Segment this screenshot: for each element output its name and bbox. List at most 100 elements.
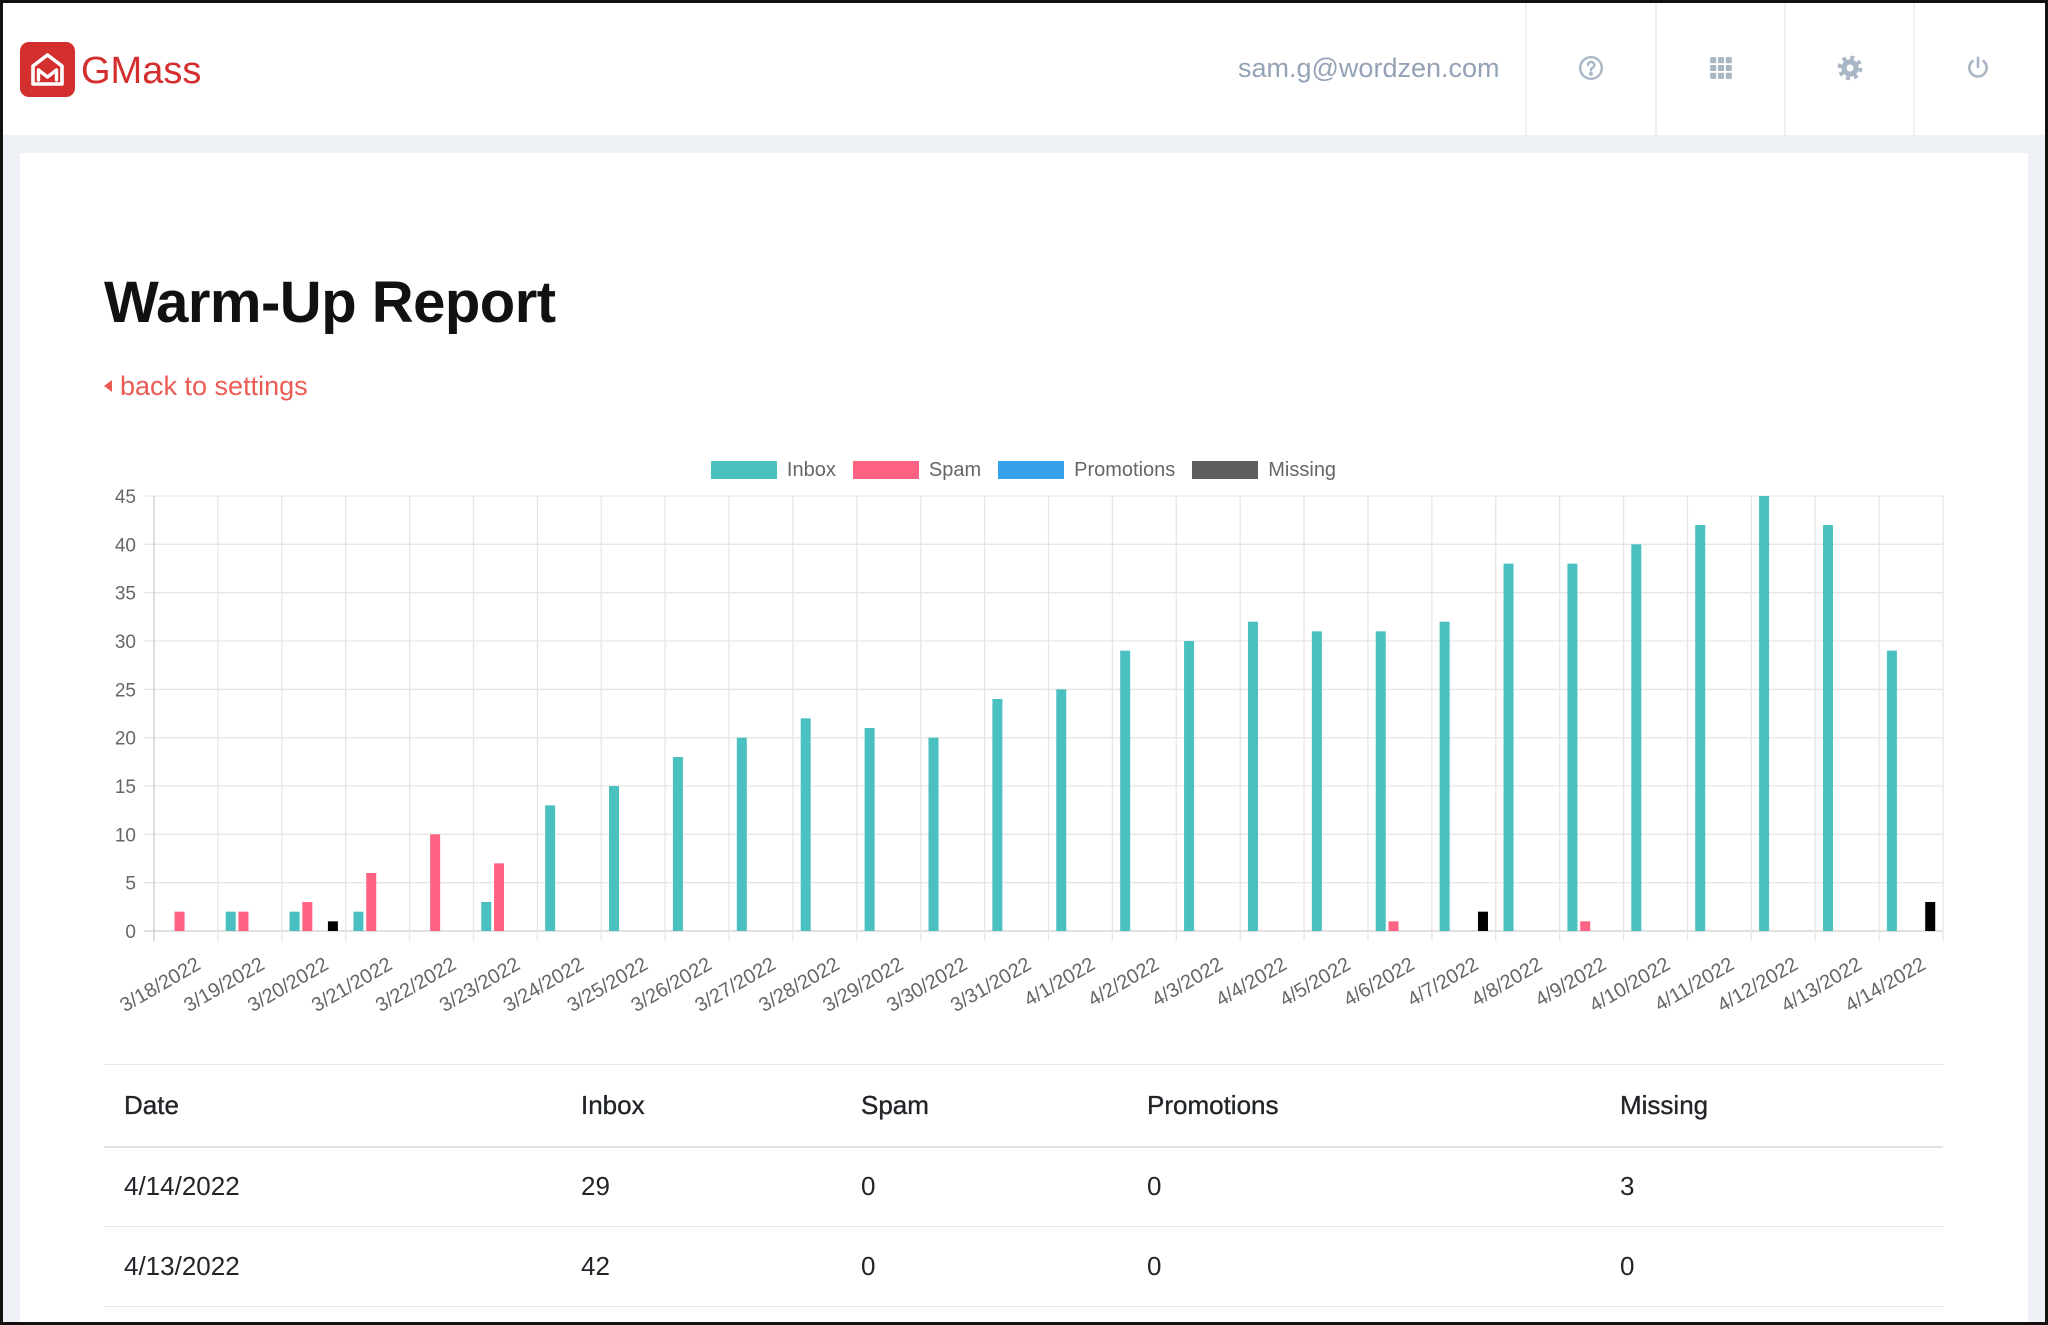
gear-icon — [1837, 55, 1863, 81]
bar-spam — [174, 911, 185, 931]
report-card — [20, 153, 2028, 1325]
help-button[interactable] — [1527, 0, 1655, 135]
column-header-inbox: Inbox — [581, 1089, 645, 1120]
bar-inbox — [800, 718, 811, 931]
bar-inbox — [1247, 621, 1258, 931]
y-tick-label: 45 — [115, 487, 136, 508]
legend-swatch — [852, 461, 919, 479]
legend-label: Promotions — [1074, 459, 1176, 481]
bar-missing — [327, 921, 338, 931]
table-row: 4/13/2022 42 0 0 0 — [104, 1227, 1943, 1307]
bar-inbox — [1759, 496, 1770, 931]
legend-swatch — [710, 461, 777, 479]
x-tick-label: 4/7/2022 — [1404, 953, 1482, 1011]
column-header-promotions: Promotions — [1147, 1089, 1279, 1120]
bar-spam — [238, 911, 249, 931]
bar-inbox — [545, 805, 556, 931]
bar-spam — [1388, 921, 1399, 931]
legend-label: Missing — [1268, 459, 1337, 481]
user-email: sam.g@wordzen.com — [1238, 53, 1500, 83]
warm-up-table: Date Inbox Spam Promotions Missing 4/14/… — [104, 1064, 1943, 1307]
brand-logo[interactable]: GMass — [20, 42, 210, 97]
bar-spam — [366, 873, 377, 931]
bar-spam — [302, 902, 313, 931]
cell-spam: 0 — [861, 1251, 876, 1281]
y-tick-label: 30 — [115, 632, 136, 653]
bar-spam — [430, 834, 441, 931]
cell-promotions: 0 — [1147, 1171, 1162, 1202]
back-link-label: back to settings — [120, 371, 308, 401]
cell-date: 4/14/2022 — [124, 1171, 240, 1202]
bar-spam — [494, 863, 505, 931]
cell-missing: 0 — [1620, 1251, 1635, 1281]
bar-inbox — [1184, 641, 1195, 931]
bar-missing — [1477, 911, 1488, 931]
bar-inbox — [1439, 621, 1450, 931]
y-tick-label: 15 — [115, 777, 136, 798]
nav-divider — [1913, 0, 1915, 135]
apps-button[interactable] — [1657, 0, 1784, 135]
bar-inbox — [1567, 563, 1578, 931]
column-header-date: Date — [124, 1089, 179, 1120]
warm-up-bar-chart: 0510152025303540453/18/20223/19/20223/20… — [115, 487, 1944, 1017]
page-title: Warm-Up Report — [104, 270, 556, 335]
caret-left-icon — [104, 380, 112, 392]
nav-divider — [1784, 0, 1786, 135]
bar-inbox — [1311, 631, 1322, 931]
nav-divider — [1655, 0, 1657, 135]
x-tick-label: 4/2/2022 — [1084, 953, 1162, 1011]
bar-inbox — [1375, 631, 1386, 931]
chart-grid — [144, 495, 1944, 941]
x-tick-label: 4/3/2022 — [1148, 953, 1226, 1011]
column-header-spam: Spam — [861, 1089, 929, 1120]
bar-inbox — [1822, 525, 1833, 931]
y-tick-label: 40 — [115, 535, 136, 556]
bar-missing — [1925, 902, 1936, 931]
cell-spam: 0 — [861, 1171, 876, 1202]
table-header-row: Date Inbox Spam Promotions Missing — [104, 1064, 1943, 1147]
table-row: 4/14/2022 29 0 0 3 — [104, 1147, 1943, 1227]
bar-inbox — [992, 699, 1003, 931]
apps-grid-icon — [1708, 55, 1734, 81]
legend-item-missing[interactable]: Missing — [1192, 459, 1337, 481]
legend-swatch — [1192, 461, 1259, 479]
bar-inbox — [1886, 650, 1897, 931]
y-tick-label: 10 — [115, 825, 136, 846]
legend-item-spam[interactable]: Spam — [852, 459, 982, 481]
bar-inbox — [1631, 544, 1642, 931]
y-tick-label: 0 — [125, 922, 136, 943]
bar-inbox — [1695, 525, 1706, 931]
settings-button[interactable] — [1786, 0, 1913, 135]
y-tick-label: 25 — [115, 680, 136, 701]
column-header-missing: Missing — [1620, 1089, 1709, 1120]
x-tick-label: 4/8/2022 — [1468, 953, 1546, 1011]
cell-inbox: 42 — [581, 1251, 610, 1281]
gmass-logo-icon — [20, 42, 75, 97]
x-tick-label: 4/4/2022 — [1212, 953, 1290, 1011]
bar-inbox — [736, 737, 747, 931]
legend-item-inbox[interactable]: Inbox — [710, 459, 836, 481]
nav-divider — [1525, 0, 1527, 135]
logout-button[interactable] — [1915, 0, 2041, 135]
legend-label: Spam — [928, 459, 982, 481]
legend-label: Inbox — [786, 459, 836, 481]
bar-inbox — [609, 786, 620, 931]
bar-spam — [1580, 921, 1591, 931]
bar-inbox — [481, 902, 492, 931]
power-icon — [1965, 55, 1991, 81]
bar-inbox — [225, 911, 236, 931]
y-tick-label: 20 — [115, 729, 136, 750]
legend-item-promotions[interactable]: Promotions — [998, 459, 1176, 481]
y-tick-label: 35 — [115, 584, 136, 605]
cell-inbox: 29 — [581, 1171, 610, 1202]
top-nav: GMass sam.g@wordzen.com — [0, 0, 2048, 135]
bar-inbox — [672, 757, 683, 931]
x-tick-label: 4/1/2022 — [1021, 953, 1099, 1011]
back-to-settings-link[interactable]: back to settings — [104, 368, 308, 404]
cell-promotions: 0 — [1147, 1251, 1162, 1281]
bar-inbox — [928, 737, 939, 931]
chart-legend: Inbox Spam Promotions Missing — [104, 459, 1943, 481]
bar-inbox — [353, 911, 364, 931]
cell-date: 4/13/2022 — [124, 1251, 240, 1281]
